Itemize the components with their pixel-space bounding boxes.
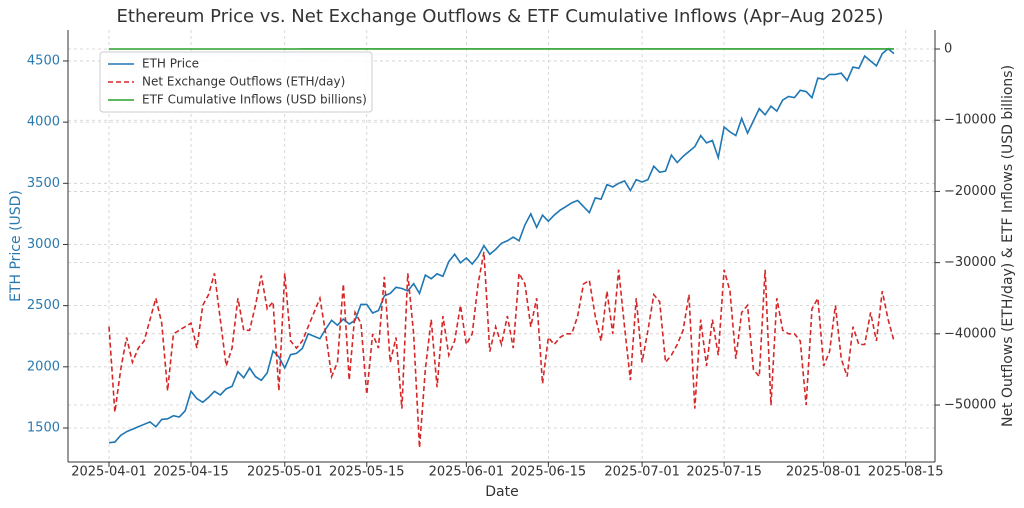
x-tick-label: 2025-05-15	[329, 465, 405, 480]
y2-tick-label: −50000	[944, 398, 996, 413]
y-tick-label: 4500	[27, 53, 60, 68]
x-tick-label: 2025-06-01	[429, 465, 505, 480]
x-tick-label: 2025-08-01	[786, 465, 862, 480]
y-tick-label: 3500	[27, 176, 60, 191]
legend-label: Net Exchange Outflows (ETH/day)	[142, 75, 345, 89]
y2-tick-label: −30000	[944, 255, 996, 270]
x-axis-label: Date	[485, 484, 518, 500]
x-tick-label: 2025-04-01	[71, 465, 147, 480]
x-tick-label: 2025-04-15	[153, 465, 229, 480]
x-tick-label: 2025-07-15	[686, 465, 762, 480]
x-tick-label: 2025-06-15	[511, 465, 587, 480]
x-tick-label: 2025-07-01	[604, 465, 680, 480]
y-tick-label: 2000	[27, 359, 60, 374]
y-tick-label: 2500	[27, 298, 60, 313]
legend-box	[99, 51, 373, 113]
legend-label: ETF Cumulative Inflows (USD billions)	[142, 93, 367, 107]
legend: ETH Price Net Exchange Outflows (ETH/day)…	[99, 51, 373, 113]
y2-tick-label: −20000	[944, 184, 996, 199]
x-tick-label: 2025-08-15	[868, 465, 944, 480]
y2-tick-label: −40000	[944, 326, 996, 341]
y2-tick-label: 0	[944, 42, 952, 57]
y2-tick-label: −10000	[944, 113, 996, 128]
legend-label: ETH Price	[142, 57, 199, 71]
x-tick-label: 2025-05-01	[247, 465, 323, 480]
series-line	[108, 47, 895, 444]
y-tick-label: 1500	[27, 420, 60, 435]
series-line	[108, 251, 895, 448]
y-tick-label: 4000	[27, 115, 60, 130]
chart-title: Ethereum Price vs. Net Exchange Outflows…	[117, 6, 884, 27]
y-tick-label: 3000	[27, 237, 60, 252]
y2-axis-label: Net Outflows (ETH/day) & ETF Inflows (US…	[1000, 65, 1016, 427]
y-axis-label: ETH Price (USD)	[8, 190, 24, 302]
